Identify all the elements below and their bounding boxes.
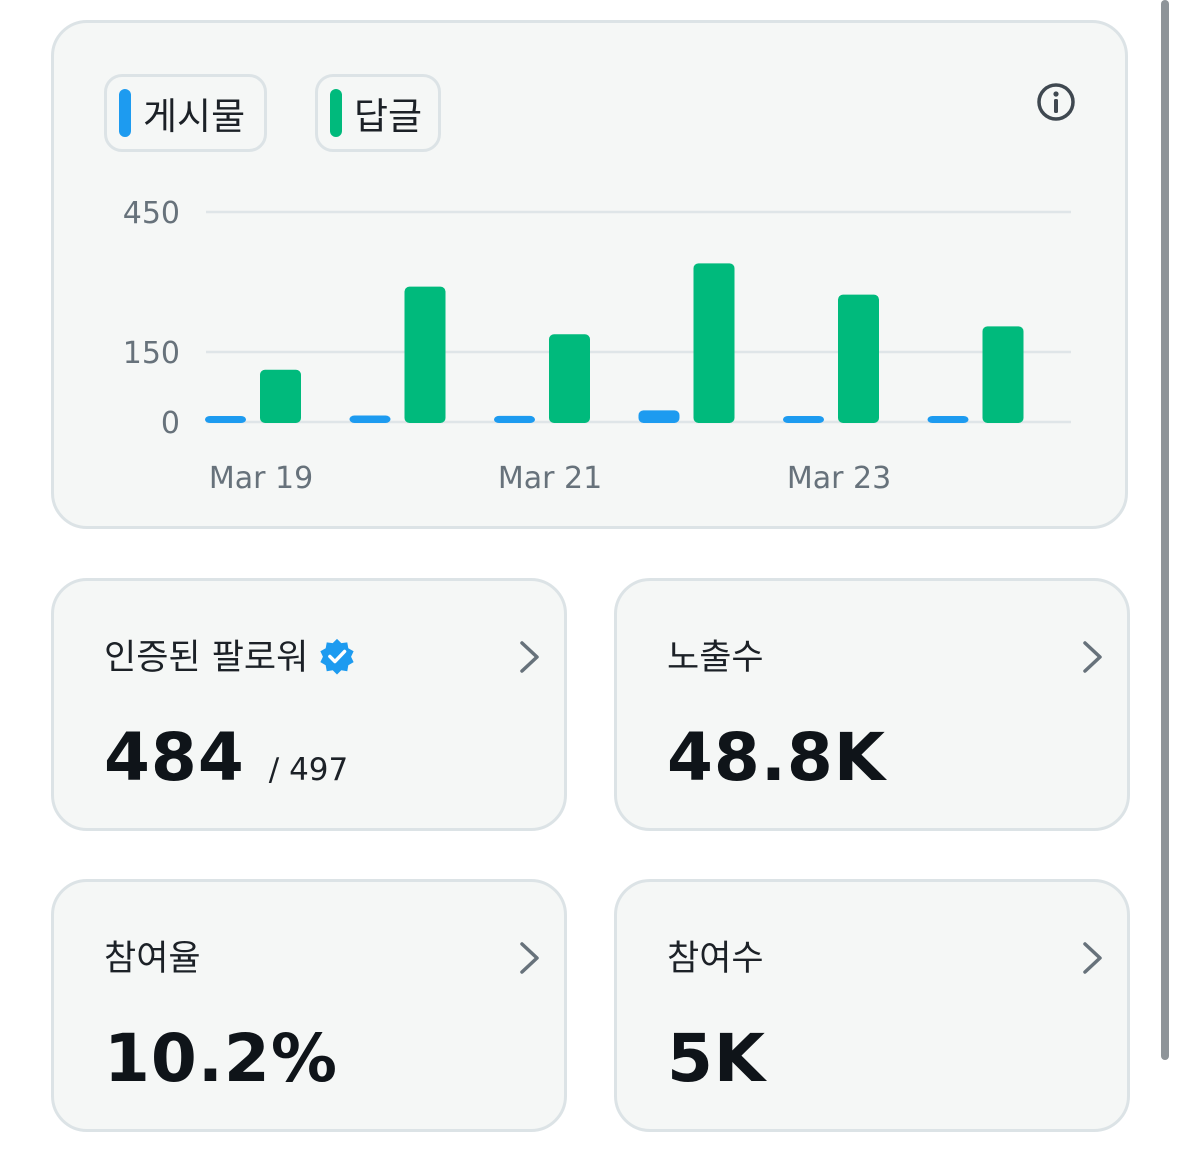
x-tick-label: Mar 19: [209, 461, 313, 496]
bar-replies[interactable]: [982, 326, 1024, 423]
verified-badge-icon: [320, 638, 354, 675]
metric-title-engagements: 참여수: [667, 939, 764, 979]
bar-posts[interactable]: [205, 416, 246, 423]
legend-replies-label: 답글: [354, 95, 423, 138]
y-tick-label: 0: [161, 406, 180, 441]
bar-posts[interactable]: [927, 416, 969, 423]
metric-value-engagements: 5K: [667, 1020, 767, 1097]
metric-title-engagement-rate: 참여율: [104, 939, 201, 979]
bar-replies[interactable]: [549, 334, 590, 423]
activity-chart-card: 게시물 답글 0 150 450 Mar 19 Mar 21 Mar 23: [51, 20, 1128, 529]
metric-title-text: 인증된 팔로워: [104, 638, 309, 678]
metric-value-verified-followers: 484 / 497: [104, 719, 348, 796]
x-tick-label: Mar 21: [498, 461, 602, 496]
metric-card-impressions[interactable]: 노출수 48.8K: [614, 578, 1130, 831]
metric-title-impressions: 노출수: [667, 638, 764, 678]
info-icon[interactable]: [1034, 80, 1078, 124]
chevron-right-icon: [520, 942, 539, 974]
bar-replies[interactable]: [260, 369, 301, 423]
bar-posts[interactable]: [494, 415, 535, 423]
metric-value-impressions: 48.8K: [667, 719, 886, 796]
bar-chart: 0 150 450 Mar 19 Mar 21 Mar 23: [123, 196, 1071, 496]
bar-posts[interactable]: [638, 410, 680, 423]
y-tick-label: 150: [123, 336, 180, 371]
bar-replies[interactable]: [404, 286, 446, 423]
bar-posts[interactable]: [783, 416, 824, 423]
scrollbar[interactable]: [1161, 0, 1169, 1060]
chevron-right-icon: [1083, 641, 1102, 673]
legend-replies-toggle[interactable]: 답글: [315, 74, 441, 152]
x-tick-label: Mar 23: [787, 461, 891, 496]
bar-posts[interactable]: [349, 415, 391, 423]
legend-posts-swatch: [119, 89, 131, 137]
metric-value-total: / 497: [268, 752, 349, 788]
metric-card-engagements[interactable]: 참여수 5K: [614, 879, 1130, 1132]
metric-value-engagement-rate: 10.2%: [104, 1020, 338, 1097]
bar-replies[interactable]: [838, 294, 879, 423]
chevron-right-icon: [520, 641, 539, 673]
metric-title-verified-followers: 인증된 팔로워: [104, 629, 356, 680]
metric-card-engagement-rate[interactable]: 참여율 10.2%: [51, 879, 567, 1132]
legend-posts-label: 게시물: [143, 95, 246, 138]
metric-value-text: 484: [104, 719, 245, 796]
legend-replies-swatch: [330, 89, 342, 137]
metric-card-verified-followers[interactable]: 인증된 팔로워 484 / 497: [51, 578, 567, 831]
bar-replies[interactable]: [693, 263, 735, 423]
legend-posts-toggle[interactable]: 게시물: [104, 74, 267, 152]
chevron-right-icon: [1083, 942, 1102, 974]
y-tick-label: 450: [123, 196, 180, 231]
